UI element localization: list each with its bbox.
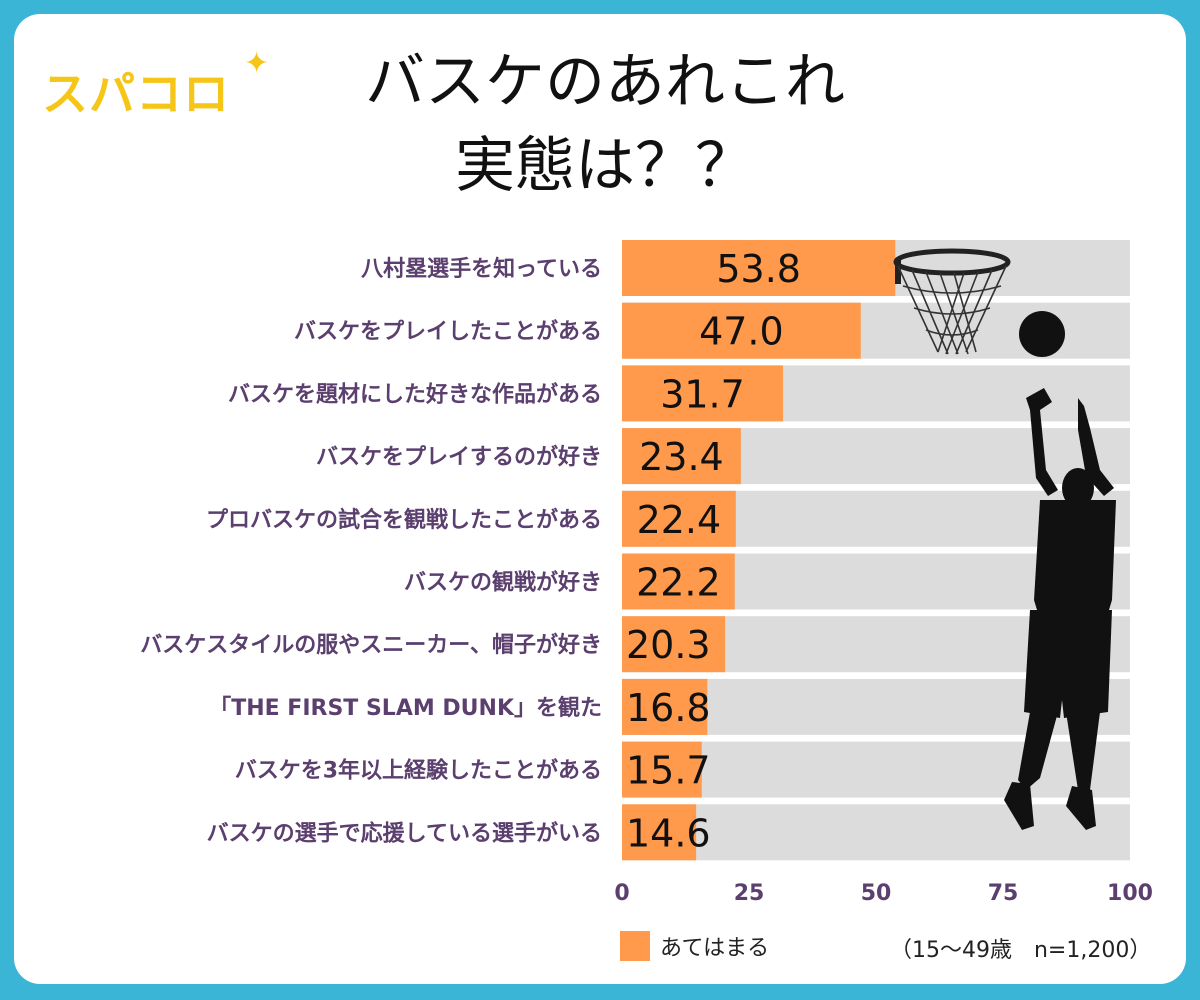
brand-logo: スパコロ: [42, 67, 230, 121]
category-label: バスケを題材にした好きな作品がある: [228, 381, 602, 407]
category-label: バスケを3年以上経験したことがある: [235, 758, 602, 784]
bar: [622, 240, 896, 296]
category-label: 八村塁選手を知っている: [361, 256, 602, 282]
basketball-icon: [1019, 311, 1065, 357]
bar: [622, 553, 735, 610]
legend-swatch: [620, 931, 650, 961]
data-label: 47.0: [699, 310, 784, 354]
x-tick-label: 75: [988, 881, 1019, 906]
sample-note: （15〜49歳 n=1,200）: [890, 938, 1152, 963]
category-label: 「THE FIRST SLAM DUNK」を観た: [209, 695, 602, 721]
bar-track: [622, 804, 1130, 861]
category-label: プロバスケの試合を観戦したことがある: [206, 507, 602, 533]
data-label: 15.7: [626, 749, 711, 793]
x-tick-label: 50: [861, 881, 892, 906]
bar: [622, 365, 784, 422]
data-label: 20.3: [626, 623, 711, 667]
data-label: 23.4: [639, 435, 724, 479]
x-tick-label: 25: [734, 881, 765, 906]
data-label: 22.2: [636, 561, 721, 605]
chart-legend: あてはまる: [620, 930, 769, 962]
data-label: 31.7: [660, 372, 745, 416]
data-label: 53.8: [716, 247, 801, 291]
bar: [622, 302, 861, 359]
legend-label: あてはまる: [660, 936, 770, 961]
category-label: バスケスタイルの服やスニーカー、帽子が好き: [140, 632, 602, 658]
bar: [622, 490, 736, 547]
hoop-bracket-icon: [895, 258, 901, 284]
bar: [622, 804, 697, 861]
category-label: バスケの選手で応援している選手がいる: [207, 820, 602, 846]
title-line-2: 実態は？？: [455, 131, 755, 201]
sparkle-icon: ✦: [244, 46, 270, 81]
bar: [622, 616, 726, 673]
data-label: 16.8: [626, 686, 711, 730]
x-tick-label: 100: [1107, 881, 1153, 906]
category-label: バスケをプレイするのが好き: [316, 444, 602, 470]
data-label: 22.4: [637, 498, 722, 542]
x-tick-label: 0: [614, 881, 629, 906]
data-label: 14.6: [626, 811, 711, 855]
page-title: バスケのあれこれ 実態は？？: [300, 40, 910, 208]
bar: [622, 678, 708, 735]
bar: [622, 428, 741, 485]
basketball-decoration: [893, 248, 1116, 830]
title-line-1: バスケのあれこれ: [365, 47, 845, 117]
hoop-net-icon: [897, 265, 1007, 355]
category-label: バスケをプレイしたことがある: [294, 319, 602, 345]
category-label: バスケの観戦が好き: [404, 570, 602, 596]
bar: [622, 741, 702, 798]
player-silhouette-icon: [1004, 388, 1116, 830]
